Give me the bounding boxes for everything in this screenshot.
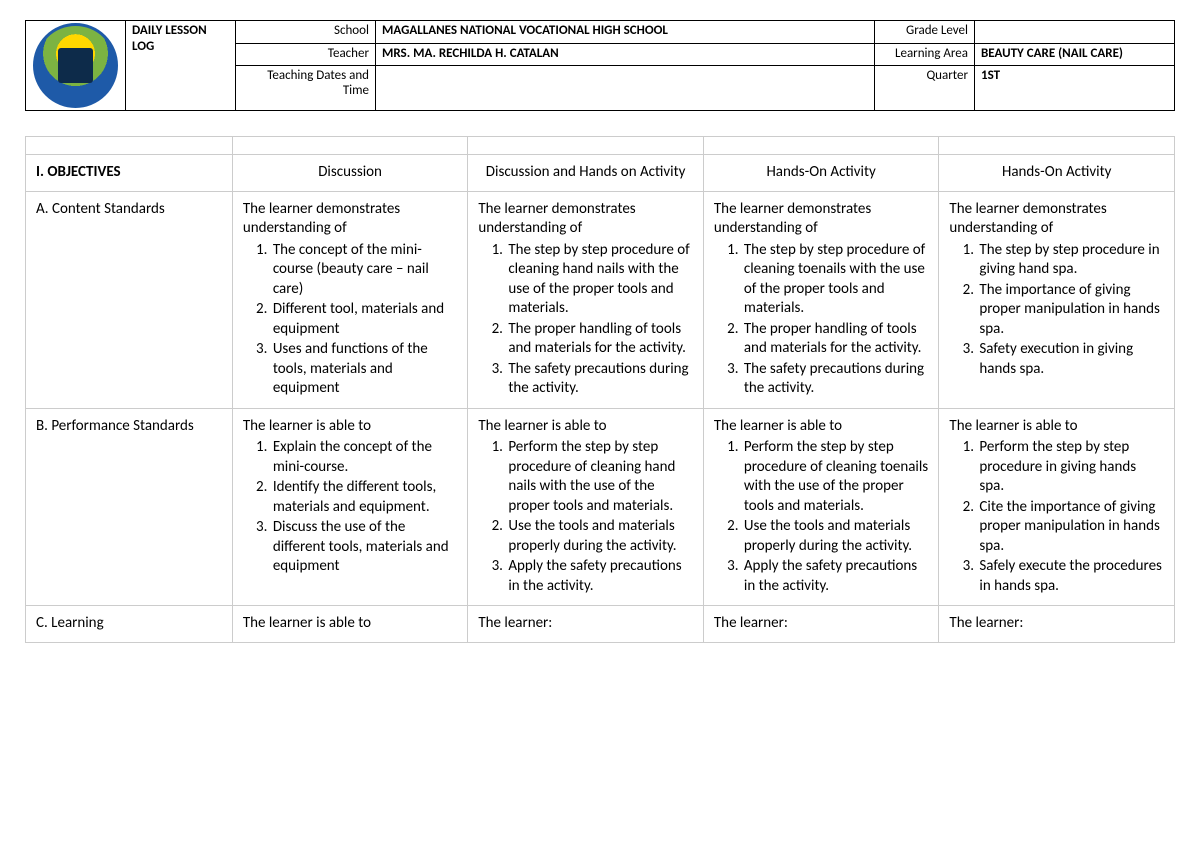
header-table: DAILY LESSON LOG School MAGALLANES NATIO…: [25, 20, 1175, 111]
content-cell: The learner is able to Explain the conce…: [232, 408, 468, 606]
row-label-learning: C. Learning: [26, 606, 233, 643]
intro-text: The learner demonstrates understanding o…: [714, 200, 929, 239]
content-cell: The learner:: [703, 606, 939, 643]
list-item: The importance of giving proper manipula…: [977, 281, 1164, 340]
day-header-2: Discussion and Hands on Activity: [468, 155, 704, 192]
content-list: The step by step procedure of cleaning t…: [714, 241, 929, 399]
content-cell: The learner:: [468, 606, 704, 643]
content-list: Explain the concept of the mini-course. …: [243, 438, 458, 577]
table-row: [26, 137, 1175, 155]
table-row: A. Content Standards The learner demonst…: [26, 191, 1175, 408]
value-area: BEAUTY CARE (NAIL CARE): [975, 43, 1175, 66]
content-list: The step by step procedure in giving han…: [949, 241, 1164, 380]
row-label-content: A. Content Standards: [26, 191, 233, 408]
content-list: The step by step procedure of cleaning h…: [478, 241, 693, 399]
content-cell: The learner is able to Perform the step …: [703, 408, 939, 606]
label-school: School: [236, 21, 376, 44]
value-quarter: 1ST: [975, 66, 1175, 111]
list-item: The proper handling of tools and materia…: [506, 320, 693, 359]
list-item: Use the tools and materials properly dur…: [506, 517, 693, 556]
list-item: Different tool, materials and equipment: [271, 300, 458, 339]
list-item: The proper handling of tools and materia…: [742, 320, 929, 359]
label-teacher: Teacher: [236, 43, 376, 66]
intro-text: The learner is able to: [478, 417, 693, 437]
content-cell: The learner is able to Perform the step …: [939, 408, 1175, 606]
label-area: Learning Area: [875, 43, 975, 66]
logo-cell: [26, 21, 126, 111]
content-cell: The learner demonstrates understanding o…: [468, 191, 704, 408]
content-cell: The learner demonstrates understanding o…: [232, 191, 468, 408]
list-item: The safety precautions during the activi…: [742, 360, 929, 399]
objectives-table: I. OBJECTIVES Discussion Discussion and …: [25, 136, 1175, 643]
value-grade: [975, 21, 1175, 44]
label-grade: Grade Level: [875, 21, 975, 44]
list-item: The concept of the mini-course (beauty c…: [271, 241, 458, 300]
day-header-1: Discussion: [232, 155, 468, 192]
list-item: Perform the step by step procedure of cl…: [742, 438, 929, 516]
list-item: Identify the different tools, materials …: [271, 478, 458, 517]
content-cell: The learner demonstrates understanding o…: [703, 191, 939, 408]
value-dates: [376, 66, 875, 111]
list-item: Perform the step by step procedure of cl…: [506, 438, 693, 516]
intro-text: The learner is able to: [714, 417, 929, 437]
content-cell: The learner demonstrates understanding o…: [939, 191, 1175, 408]
list-item: Discuss the use of the different tools, …: [271, 518, 458, 577]
value-school: MAGALLANES NATIONAL VOCATIONAL HIGH SCHO…: [376, 21, 875, 44]
list-item: Safety execution in giving hands spa.: [977, 340, 1164, 379]
table-row: B. Performance Standards The learner is …: [26, 408, 1175, 606]
list-item: Apply the safety precautions in the acti…: [506, 557, 693, 596]
intro-text: The learner demonstrates understanding o…: [478, 200, 693, 239]
row-label-performance: B. Performance Standards: [26, 408, 233, 606]
value-teacher: MRS. MA. RECHILDA H. CATALAN: [376, 43, 875, 66]
day-header-3: Hands-On Activity: [703, 155, 939, 192]
list-item: Explain the concept of the mini-course.: [271, 438, 458, 477]
content-list: The concept of the mini-course (beauty c…: [243, 241, 458, 399]
list-item: Cite the importance of giving proper man…: [977, 498, 1164, 557]
list-item: Safely execute the procedures in hands s…: [977, 557, 1164, 596]
intro-text: The learner is able to: [243, 417, 458, 437]
content-cell: The learner:: [939, 606, 1175, 643]
list-item: The step by step procedure of cleaning h…: [506, 241, 693, 319]
content-list: Perform the step by step procedure in gi…: [949, 438, 1164, 596]
intro-text: The learner is able to: [949, 417, 1164, 437]
label-quarter: Quarter: [875, 66, 975, 111]
content-list: Perform the step by step procedure of cl…: [714, 438, 929, 596]
intro-text: The learner demonstrates understanding o…: [243, 200, 458, 239]
table-row: C. Learning The learner is able to The l…: [26, 606, 1175, 643]
content-list: Perform the step by step procedure of cl…: [478, 438, 693, 596]
school-logo-icon: [33, 23, 118, 108]
list-item: The safety precautions during the activi…: [506, 360, 693, 399]
day-header-4: Hands-On Activity: [939, 155, 1175, 192]
label-dates: Teaching Dates and Time: [236, 66, 376, 111]
list-item: Uses and functions of the tools, materia…: [271, 340, 458, 399]
content-cell: The learner is able to Perform the step …: [468, 408, 704, 606]
doc-title: DAILY LESSON LOG: [126, 21, 236, 111]
list-item: Apply the safety precautions in the acti…: [742, 557, 929, 596]
list-item: Use the tools and materials properly dur…: [742, 517, 929, 556]
intro-text: The learner demonstrates understanding o…: [949, 200, 1164, 239]
list-item: Perform the step by step procedure in gi…: [977, 438, 1164, 497]
section-title: I. OBJECTIVES: [26, 155, 233, 192]
content-cell: The learner is able to: [232, 606, 468, 643]
table-row: I. OBJECTIVES Discussion Discussion and …: [26, 155, 1175, 192]
list-item: The step by step procedure of cleaning t…: [742, 241, 929, 319]
list-item: The step by step procedure in giving han…: [977, 241, 1164, 280]
